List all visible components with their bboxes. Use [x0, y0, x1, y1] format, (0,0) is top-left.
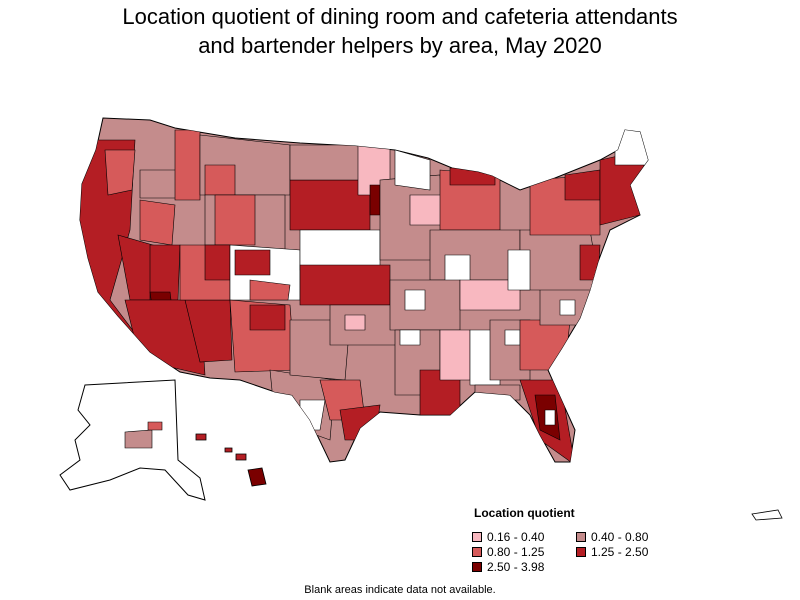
legend-swatch-2 — [576, 532, 586, 542]
legend-title: Location quotient — [474, 506, 575, 520]
footnote: Blank areas indicate data not available. — [304, 584, 496, 596]
hawaii — [195, 433, 267, 487]
contiguous-us — [79, 117, 649, 463]
legend-swatch-5 — [472, 562, 482, 572]
legend-label-3: 0.80 - 1.25 — [487, 545, 545, 559]
legend-label-2: 0.40 - 0.80 — [591, 530, 649, 544]
legend-swatch-3 — [472, 547, 482, 557]
legend-label-1: 0.16 - 0.40 — [487, 530, 545, 544]
legend-item-5: 2.50 - 3.98 — [472, 560, 544, 574]
legend-label-5: 2.50 - 3.98 — [487, 560, 545, 574]
legend-item-2: 0.40 - 0.80 — [576, 530, 648, 544]
legend-item-1: 0.16 - 0.40 — [472, 530, 544, 544]
legend-label-4: 1.25 - 2.50 — [591, 545, 649, 559]
alaska — [59, 379, 206, 501]
puerto-rico — [751, 509, 783, 521]
title-line-1: Location quotient of dining room and caf… — [122, 4, 678, 29]
legend-item-3: 0.80 - 1.25 — [472, 545, 544, 559]
legend-swatch-1 — [472, 532, 482, 542]
legend-item-4: 1.25 - 2.50 — [576, 545, 648, 559]
title-line-2: and bartender helpers by area, May 2020 — [198, 33, 602, 58]
map-title: Location quotient of dining room and caf… — [0, 2, 800, 60]
legend-swatch-4 — [576, 547, 586, 557]
